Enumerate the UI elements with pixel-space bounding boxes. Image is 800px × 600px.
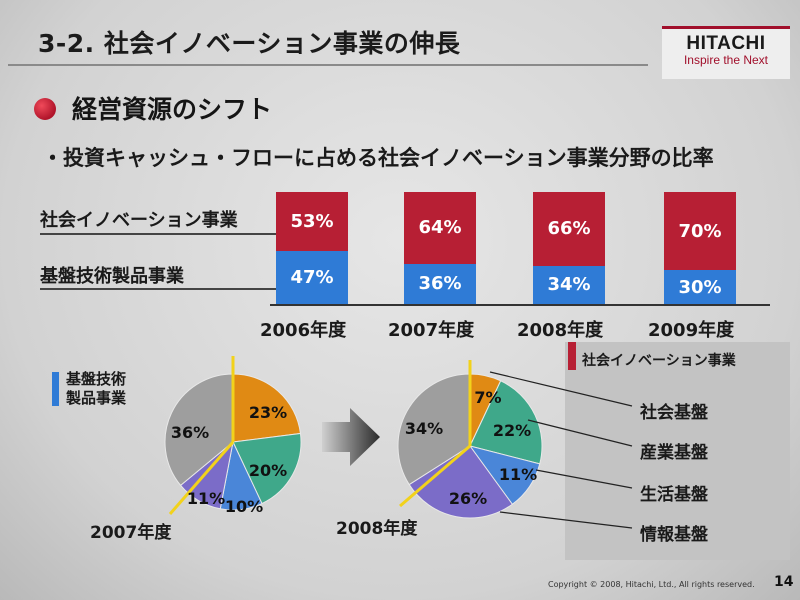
category-connector-2 — [535, 469, 633, 489]
bar-segment-social-2: 66% — [533, 192, 605, 266]
row-label-base: 基盤技術製品事業 — [40, 266, 184, 287]
pie-2007-slice-0 — [232, 373, 302, 443]
pie-year-2008: 2008年度 — [336, 519, 418, 539]
pie-2008-slice-1 — [469, 380, 543, 465]
page-number: 14 — [774, 574, 794, 590]
pie-2007: 23% 20% 10%11% 36% — [164, 356, 302, 516]
slide-title: 3-2. 社会イノベーション事業の伸長 — [38, 29, 461, 58]
base-legend-label: 基盤技術 製品事業 — [66, 370, 126, 408]
category-label-life-infra: 生活基盤 — [640, 485, 708, 505]
bar-segment-base-0: 47% — [276, 251, 348, 304]
category-label-info-infra: 情報基盤 — [640, 525, 708, 545]
pie-2008-label-0: 7% — [474, 388, 501, 407]
category-label-industrial-infra: 産業基盤 — [640, 443, 708, 463]
pie-2007-slice-1 — [232, 432, 302, 505]
row-underline-social — [40, 233, 282, 235]
logo-tagline: Inspire the Next — [683, 53, 769, 67]
bar-segment-social-0: 53% — [276, 192, 348, 252]
pie-2008-label-3: 26% — [449, 489, 487, 508]
red-circle-bullet-icon — [34, 98, 56, 120]
category-label-social-infra: 社会基盤 — [640, 403, 708, 423]
pie-2008-divider-line-1 — [399, 444, 471, 508]
pie-2008-label-1: 22% — [493, 421, 531, 440]
pie-2007-label-2: 10% — [225, 497, 263, 516]
pie-2008-slice-4 — [397, 373, 471, 486]
copyright-text: Copyright © 2008, Hitachi, Ltd., All rig… — [548, 580, 755, 589]
base-legend-swatch — [52, 372, 59, 406]
year-label-1: 2007年度 — [388, 320, 475, 341]
category-connector-3 — [499, 511, 633, 529]
pie-2007-label-1: 20% — [249, 461, 287, 480]
year-label-0: 2006年度 — [260, 320, 347, 341]
title-bar: 3-2. 社会イノベーション事業の伸長 — [8, 18, 648, 66]
pie-2007-label-3: 11% — [187, 489, 225, 508]
social-legend-title: 社会イノベーション事業 — [582, 353, 736, 369]
bar-axis-line — [270, 304, 770, 306]
pie-2007-divider-line-1 — [168, 441, 235, 515]
pie-legend-box — [565, 342, 790, 560]
base-legend-line2: 製品事業 — [66, 389, 127, 407]
year-label-2: 2008年度 — [517, 320, 604, 341]
pie-2007-slice-4 — [164, 373, 234, 487]
bar-segment-base-1: 36% — [404, 263, 476, 304]
pie-2008-label-4: 34% — [405, 419, 443, 438]
hitachi-logo: HITACHI Inspire the Next — [662, 26, 790, 79]
bar-segment-social-3: 70% — [664, 192, 736, 271]
bar-segment-social-1: 64% — [404, 192, 476, 264]
sub-bullet-text: ・投資キャッシュ・フローに占める社会イノベーション事業分野の比率 — [42, 146, 714, 170]
row-underline-base — [40, 288, 282, 290]
logo-brand: HITACHI — [686, 33, 766, 54]
pie-year-2007: 2007年度 — [90, 523, 172, 543]
year-label-3: 2009年度 — [648, 320, 735, 341]
pie-2007-label-0: 23% — [249, 403, 287, 422]
pie-2008: 7% 22% 11% 26% 34% — [397, 360, 543, 519]
bar-segment-base-3: 30% — [664, 270, 736, 304]
pie-2007-label-4: 36% — [171, 423, 209, 442]
row-label-social: 社会イノベーション事業 — [40, 210, 238, 231]
section-title: 経営資源のシフト — [72, 95, 273, 124]
base-legend-line1: 基盤技術 — [66, 370, 127, 388]
social-legend-swatch — [568, 342, 576, 370]
right-arrow-icon — [322, 408, 380, 466]
category-connector-0 — [489, 371, 633, 407]
pie-2008-label-2: 11% — [499, 465, 537, 484]
bar-segment-base-2: 34% — [533, 265, 605, 304]
category-connector-1 — [527, 419, 633, 447]
